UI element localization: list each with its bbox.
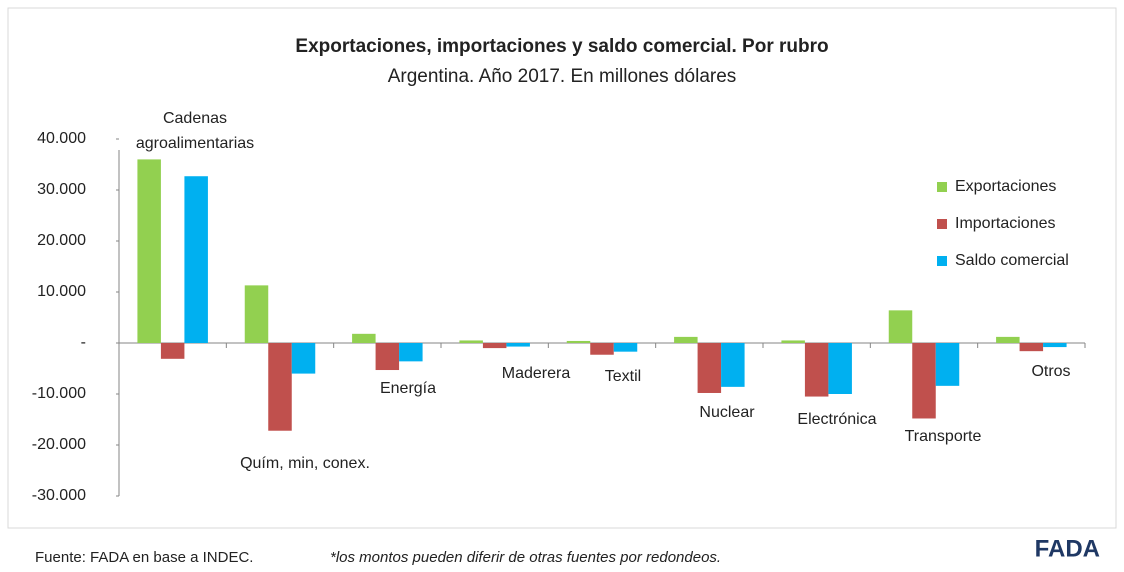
category-label: Energía — [380, 380, 436, 397]
y-tick-label: 20.000 — [37, 232, 86, 249]
bar — [566, 340, 591, 343]
note: *los montos pueden diferir de otras fuen… — [330, 549, 721, 566]
bar — [828, 343, 852, 394]
bar — [137, 159, 161, 343]
bar — [996, 336, 1020, 343]
y-tick-label: -10.000 — [32, 385, 86, 402]
bar — [399, 343, 423, 362]
source: Fuente: FADA en base a INDEC. — [35, 549, 253, 566]
legend-swatch — [937, 219, 947, 229]
legend-label: Saldo comercial — [955, 252, 1069, 269]
category-label: Maderera — [502, 365, 571, 382]
bar — [590, 343, 614, 355]
legend-swatch — [937, 182, 947, 192]
y-tick-label: -30.000 — [32, 487, 86, 504]
chart-title: Exportaciones, importaciones y saldo com… — [295, 36, 828, 57]
bar — [506, 343, 530, 347]
bar — [1043, 343, 1067, 348]
bar — [244, 285, 269, 343]
bar — [721, 343, 745, 387]
category-label: Quím, min, conex. — [240, 455, 370, 472]
bar — [935, 343, 960, 386]
category-label: Nuclear — [699, 404, 755, 421]
bar — [375, 343, 400, 371]
bar — [804, 343, 829, 397]
logo: FADA — [1035, 535, 1100, 562]
bar — [912, 343, 936, 419]
y-tick-label: - — [81, 334, 86, 351]
category-label: Electrónica — [797, 411, 876, 428]
category-label-line: Cadenas — [163, 110, 227, 127]
bar — [781, 340, 805, 343]
legend-label: Importaciones — [955, 215, 1056, 232]
category-label: Textil — [605, 368, 641, 385]
bar — [482, 343, 507, 349]
bar — [184, 176, 208, 343]
bar — [268, 343, 292, 431]
legend-swatch — [937, 256, 947, 266]
category-label: Otros — [1031, 363, 1070, 380]
bar — [674, 336, 698, 343]
category-label: Cadenas agroalimentarias — [136, 110, 254, 152]
y-tick-label: 10.000 — [37, 283, 86, 300]
legend-label: Exportaciones — [955, 178, 1056, 195]
chart-subtitle: Argentina. Año 2017. En millones dólares — [388, 66, 737, 87]
bar — [888, 310, 913, 343]
category-label: Transporte — [905, 428, 982, 445]
bar — [352, 333, 376, 343]
category-label-line: agroalimentarias — [136, 135, 254, 152]
y-tick-label: -20.000 — [32, 436, 86, 453]
y-tick-label: 40.000 — [37, 130, 86, 147]
bar — [160, 343, 185, 359]
bar — [613, 343, 638, 352]
y-tick-label: 30.000 — [37, 181, 86, 198]
bar — [291, 343, 316, 374]
bar — [459, 340, 483, 343]
bar — [697, 343, 722, 393]
bar — [1019, 343, 1044, 352]
